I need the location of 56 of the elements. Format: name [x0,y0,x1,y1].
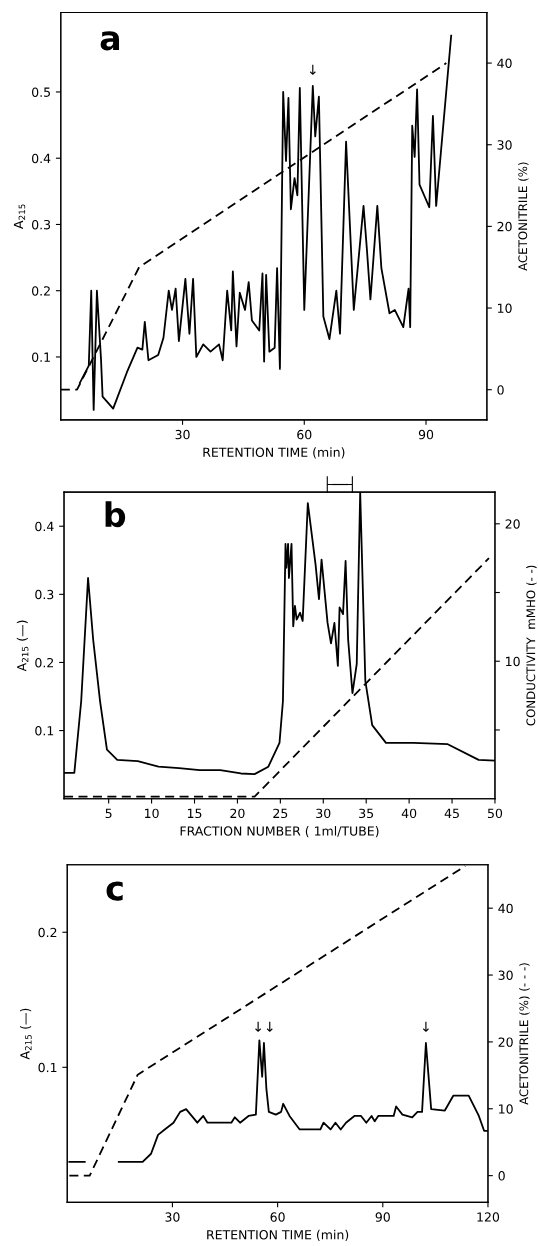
y2-tick-label: 10 [506,656,520,667]
y2-axis-title: CONDUCTIVITY mMHO (- -) [526,565,537,726]
chart-title: c [106,881,123,901]
x-tick-label: 45 [444,808,459,819]
y2-tick-label: 20 [497,221,512,232]
x-axis-title: FRACTION NUMBER ( 1ml/TUBE) [180,826,379,838]
y-axis-title: A$_{215}$ (—) [19,1008,32,1060]
y2-tick-label: 20 [505,519,520,529]
y2-tick-label: 30 [497,140,512,150]
y2-tick-label: 30 [498,970,513,980]
y2-axis-title: ACETONITRILE (%) (- - -) [519,963,530,1105]
annotation: ↓ [422,1021,429,1032]
x-tick-label: 30 [165,1212,180,1222]
y2-tick-label: 40 [498,903,513,914]
x-axis-title: RETENTION TIME (min) [203,447,345,459]
x-tick-label: 50 [487,808,503,819]
y2-tick-label: 0 [498,1171,505,1181]
y2-tick-label: 40 [497,58,512,69]
x-tick-label: 90 [418,429,434,440]
annotation: ↓ [309,64,316,75]
y-tick-label: 0.3 [35,589,54,600]
x-tick-label: 40 [401,808,417,819]
y-tick-label: 0.2 [35,657,54,668]
y-tick-label: 0.2 [32,286,50,296]
y2-tick-label: 10 [497,303,512,313]
y-tick-label: 0.1 [38,1062,57,1073]
y-tick-label: 0.3 [32,219,51,230]
x-tick-label: 20 [230,808,245,819]
y2-axis-title: ACETONITRILE (%) [518,162,529,271]
y-tick-label: 0.1 [32,352,50,362]
y2-tick-label: 0 [497,385,504,395]
y2-tick-label: 20 [498,1037,513,1047]
y-tick-label: 0.4 [32,153,51,164]
y-axis-title: A$_{215}$ (—) [16,620,29,672]
x-tick-label: 35 [359,808,374,819]
annotation: ↓↓ [255,1021,273,1032]
y2-tick-label: 10 [499,1104,513,1114]
x-axis-title: RETENTION TIME (min) [207,1229,349,1241]
x-tick-label: 5 [105,808,112,819]
x-tick-label: 10 [145,808,159,819]
y-axis-title: A$_{215}$ [13,204,26,229]
x-tick-label: 120 [477,1212,500,1222]
x-tick-label: 60 [270,1212,285,1222]
x-tick-label: 30 [175,429,190,440]
x-tick-label: 90 [375,1212,390,1222]
y-tick-label: 0.4 [35,521,54,532]
y-tick-label: 0.5 [32,87,50,97]
chart-title: a [100,31,120,51]
chart-title: b [105,501,126,528]
x-tick-label: 15 [187,808,202,819]
x-tick-label: 60 [297,429,312,440]
annotation: ├──┤ [326,476,353,493]
y-tick-label: 0.1 [35,726,54,736]
x-tick-label: 25 [273,808,288,819]
y-tick-label: 0.2 [38,927,57,938]
x-tick-label: 30 [316,808,331,819]
